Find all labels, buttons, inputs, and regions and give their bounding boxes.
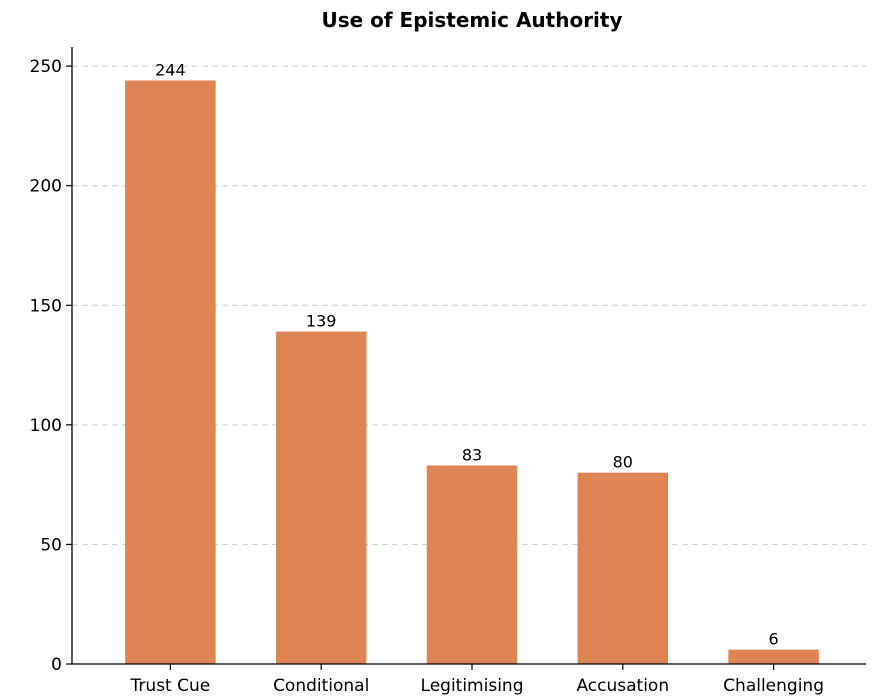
bar-value-label: 139 — [306, 312, 337, 331]
bar — [275, 331, 367, 664]
bar-value-label: 80 — [613, 453, 633, 472]
bar-value-label: 83 — [462, 446, 482, 465]
bar — [426, 465, 518, 664]
y-tick-label: 100 — [30, 416, 62, 436]
x-tick-label: Accusation — [576, 676, 669, 696]
bar — [728, 649, 819, 664]
bars: 244 139 83 80 6 — [125, 60, 819, 665]
x-tick-label: Conditional — [273, 676, 369, 696]
x-tick-label: Challenging — [723, 676, 824, 696]
y-tick-label: 0 — [51, 655, 62, 675]
chart-title: Use of Epistemic Authority — [321, 8, 622, 32]
y-axis: 0 50 100 150 200 250 — [30, 47, 73, 675]
x-tick-label: Legitimising — [421, 676, 524, 696]
x-axis: Trust Cue Conditional Legitimising Accusati… — [72, 663, 866, 696]
y-tick-label: 200 — [30, 177, 62, 197]
y-tick-label: 150 — [30, 296, 62, 316]
y-tick-label: 250 — [30, 57, 62, 77]
x-tick-label: Trust Cue — [130, 676, 211, 696]
bar — [577, 472, 669, 664]
bar-value-label: 6 — [769, 630, 779, 649]
bar-value-label: 244 — [155, 60, 186, 79]
y-tick-label: 50 — [40, 535, 62, 555]
bar — [125, 80, 216, 665]
